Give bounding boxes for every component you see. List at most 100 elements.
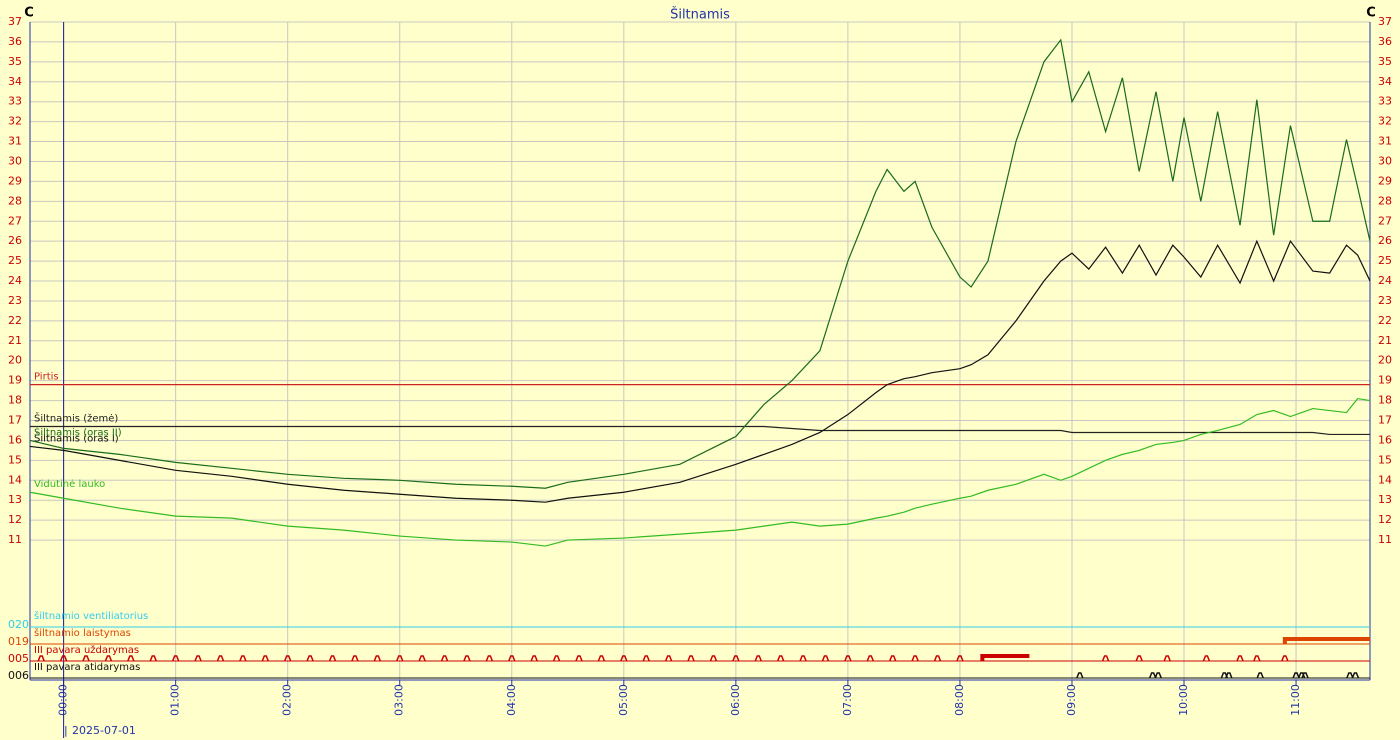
- channel-pulse: [732, 655, 740, 662]
- y-tick-label: 21: [8, 334, 22, 347]
- x-tick-label: 05:00: [617, 684, 630, 716]
- y-tick-label-right: 28: [1378, 194, 1392, 207]
- channel-pulse: [418, 655, 426, 662]
- channel-pulse: [1281, 655, 1289, 662]
- x-tick-label: 10:00: [1177, 684, 1190, 716]
- y-tick-label: 29: [8, 174, 22, 187]
- channel-pulse: [149, 655, 157, 662]
- channel-pulse: [194, 655, 202, 662]
- legend-label: Šiltnamis (oras II): [34, 425, 122, 438]
- y-tick-label: 20: [8, 354, 22, 367]
- channel-pulse: [530, 655, 538, 662]
- y-tick-label-right: 26: [1378, 234, 1392, 247]
- y-tick-label: 33: [8, 95, 22, 108]
- x-tick-label: 01:00: [169, 684, 182, 716]
- channel-pulse: [664, 655, 673, 662]
- channel-pulse: [82, 655, 90, 662]
- channel-pulse: [575, 655, 583, 662]
- x-tick-label: 07:00: [841, 684, 854, 716]
- y-tick-label-right: 30: [1378, 154, 1392, 167]
- channel-pulse: [37, 655, 45, 662]
- series-line: [30, 425, 1370, 436]
- y-tick-label-right: 11: [1378, 533, 1392, 546]
- y-tick-label-right: 27: [1378, 214, 1392, 227]
- y-tick-label: 30: [8, 154, 22, 167]
- y-tick-label-right: 31: [1378, 135, 1392, 148]
- x-tick-label: 04:00: [505, 684, 518, 716]
- channel-pulse: [127, 655, 135, 662]
- y-tick-label: 24: [8, 274, 22, 287]
- y-tick-label-right: 32: [1378, 115, 1392, 128]
- channel-name: šiltnamio ventiliatorius: [34, 610, 148, 622]
- channel-pulse: [306, 655, 314, 662]
- y-tick-label: 17: [8, 414, 22, 427]
- channel-pulse: [463, 655, 471, 662]
- y-tick-label: 13: [8, 493, 22, 506]
- channel-pulse: [709, 655, 718, 662]
- channel-pulse: [933, 655, 942, 662]
- y-tick-label: 27: [8, 214, 22, 227]
- channel-pulse: [821, 655, 830, 662]
- channel-on: [1282, 637, 1370, 644]
- channel-name: šiltnamio laistymas: [34, 627, 131, 639]
- y-tick-label: 37: [8, 15, 22, 28]
- channel-pulse: [1346, 672, 1354, 679]
- y-tick-label: 34: [8, 75, 22, 88]
- y-tick-label-right: 20: [1378, 354, 1392, 367]
- y-tick-label: 16: [8, 433, 22, 446]
- y-tick-label-right: 35: [1378, 55, 1392, 68]
- channel-pulse: [1076, 672, 1084, 679]
- x-tick-label: 08:00: [953, 684, 966, 716]
- channel-pulse: [911, 655, 919, 662]
- channel-name: III pavara uždarymas: [34, 644, 139, 656]
- channel-pulse: [844, 655, 852, 662]
- channel-pulse: [1163, 655, 1171, 662]
- y-tick-label-right: 36: [1378, 35, 1392, 48]
- y-tick-label: 19: [8, 374, 22, 387]
- x-tick-label: 11:00: [1289, 684, 1302, 716]
- y-tick-label: 25: [8, 254, 22, 267]
- channel-pulse: [508, 655, 516, 662]
- channel-pulse: [1154, 672, 1162, 679]
- channel-name: III pavara atidarymas: [34, 662, 140, 673]
- date-label: 2025-07-01: [72, 724, 136, 737]
- channel-code: 005: [8, 652, 29, 665]
- y-tick-label-right: 29: [1378, 174, 1392, 187]
- legend-label: Šiltnamis (oras I): [34, 431, 119, 444]
- y-tick-label-right: 15: [1378, 453, 1392, 466]
- x-tick-label: 06:00: [729, 684, 742, 716]
- y-tick-label: 11: [8, 533, 22, 546]
- channel-code: 020: [8, 618, 29, 631]
- channel-pulse: [171, 655, 180, 662]
- channel-pulse: [1225, 672, 1233, 679]
- y-tick-label-right: 34: [1378, 75, 1392, 88]
- y-tick-label: 26: [8, 234, 22, 247]
- x-tick-label: 02:00: [281, 684, 294, 716]
- channel-pulse: [889, 655, 897, 662]
- series-line: [29, 397, 1371, 547]
- channel-pulse: [440, 655, 449, 662]
- y-axis-label: C: [24, 6, 34, 21]
- channel-pulse: [1236, 655, 1244, 662]
- y-tick-label-right: 17: [1378, 414, 1392, 427]
- channel-pulse: [687, 655, 695, 662]
- y-tick-label-right: 16: [1378, 433, 1392, 446]
- y-tick-label-right: 25: [1378, 254, 1392, 267]
- y-tick-label-right: 13: [1378, 493, 1392, 506]
- date-marker: |: [64, 724, 68, 737]
- channel-pulse: [866, 655, 874, 662]
- channel-code: 019: [8, 635, 29, 648]
- series-line: [29, 239, 1371, 503]
- y-tick-label-right: 12: [1378, 513, 1392, 526]
- y-tick-label-right: 23: [1378, 294, 1392, 307]
- channel-code: 006: [8, 669, 29, 682]
- channel-pulse: [754, 655, 762, 662]
- y-tick-label: 18: [8, 394, 22, 407]
- x-tick-label: 09:00: [1065, 684, 1078, 716]
- channel-pulse: [261, 655, 269, 662]
- y-tick-label: 15: [8, 453, 22, 466]
- y-tick-label: 36: [8, 35, 22, 48]
- channel-pulse: [1301, 672, 1309, 679]
- y-tick-label: 28: [8, 194, 22, 207]
